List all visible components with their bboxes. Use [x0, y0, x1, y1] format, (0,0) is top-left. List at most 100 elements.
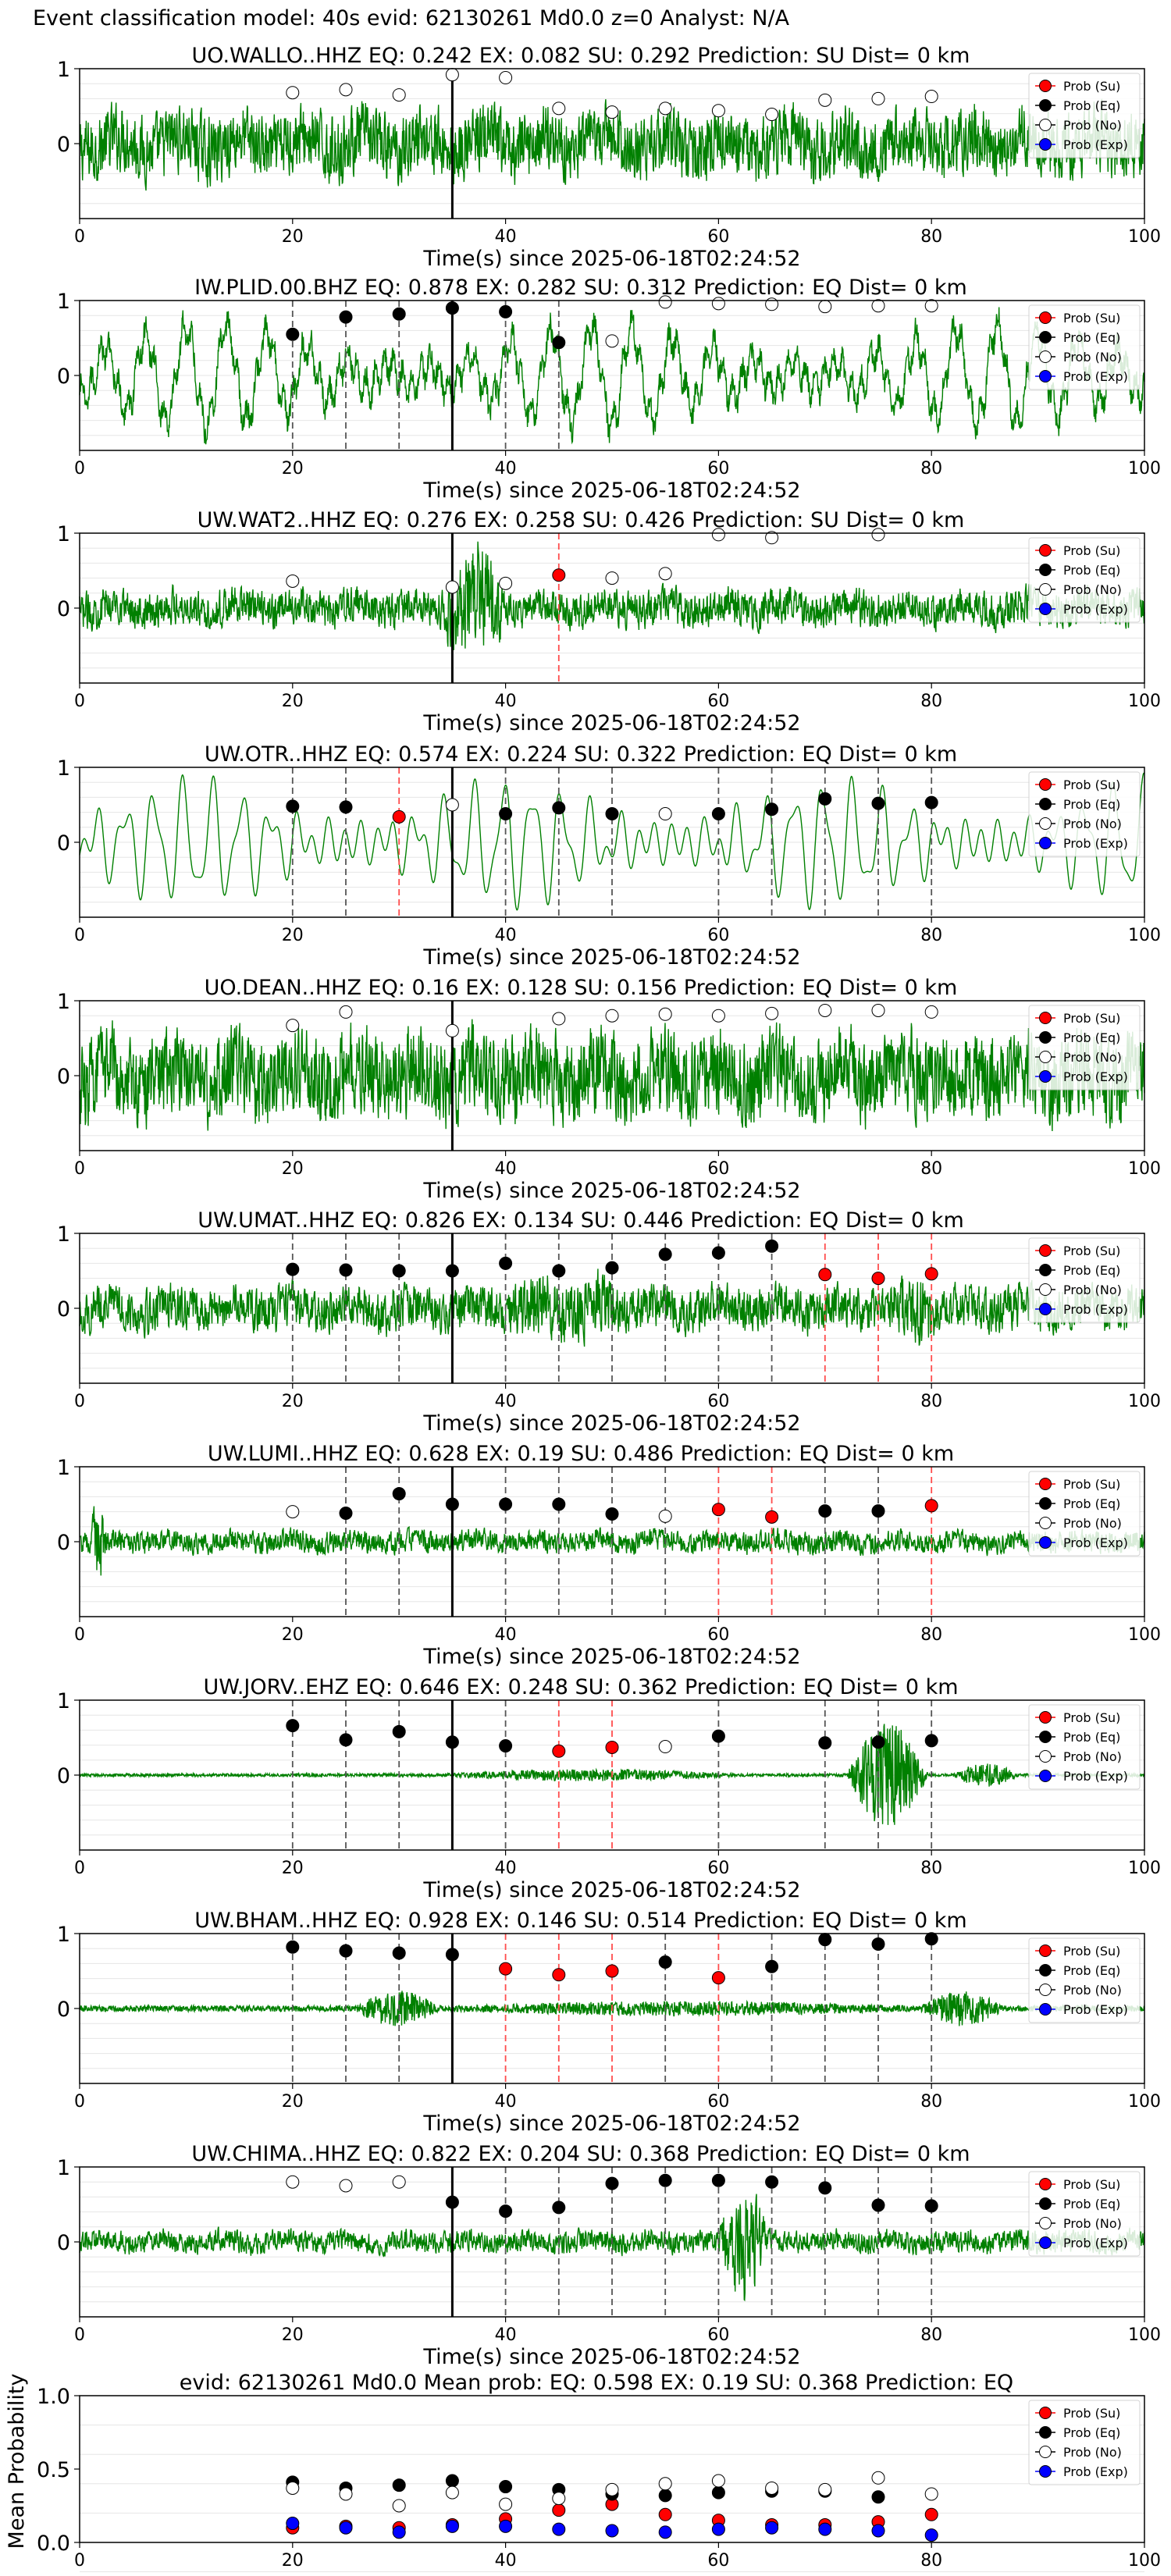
prob-point-no — [711, 297, 725, 311]
legend-label-su: Prob (Su) — [1063, 2177, 1120, 2192]
legend-marker-su — [1039, 1478, 1052, 1490]
x-tick-label: 0 — [74, 1859, 85, 1878]
x-tick-label: 40 — [495, 2325, 517, 2345]
prob-point-eq — [658, 1247, 672, 1261]
prob-point-su — [499, 1962, 513, 1976]
prob-point-no — [445, 580, 459, 594]
panel-title: IW.PLID.00.BHZ EQ: 0.878 EX: 0.282 SU: 0… — [194, 276, 967, 300]
legend-marker-no — [1039, 350, 1052, 363]
legend-label-no: Prob (No) — [1063, 1983, 1122, 1998]
y-tick-label: 1 — [57, 1923, 70, 1947]
prob-point-no — [871, 1003, 885, 1017]
prob-point-su — [711, 1503, 725, 1517]
prob-point-su — [871, 1272, 885, 1286]
legend-marker-su — [1039, 311, 1052, 324]
legend-marker-su — [1039, 2407, 1052, 2419]
x-axis-label: Time(s) since 2025-06-18T02:24:52 — [422, 2112, 800, 2136]
x-tick-label: 20 — [282, 1859, 304, 1878]
mean-prob-point-no — [286, 2481, 300, 2495]
prob-point-no — [339, 83, 353, 97]
station-panel-8: UW.JORV..EHZ EQ: 0.646 EX: 0.248 SU: 0.3… — [57, 1675, 1161, 1902]
prob-point-eq — [286, 799, 300, 813]
prob-point-eq — [339, 800, 353, 814]
x-tick-label: 20 — [282, 1159, 304, 1179]
x-axis-label: Time(s) since 2025-06-18T02:24:52 — [422, 1878, 800, 1902]
panel-title: UW.JORV..EHZ EQ: 0.646 EX: 0.248 SU: 0.3… — [203, 1675, 958, 1699]
prob-point-eq — [605, 2176, 619, 2190]
prob-point-no — [924, 90, 938, 104]
legend-box — [1028, 1005, 1141, 1091]
legend-label-no: Prob (No) — [1063, 1516, 1122, 1531]
x-tick-label: 100 — [1128, 692, 1161, 711]
legend-label-su: Prob (Su) — [1063, 1477, 1120, 1492]
mean-prob-point-no — [552, 2492, 566, 2506]
prob-point-eq — [818, 1933, 832, 1947]
x-tick-label: 0 — [74, 227, 85, 247]
legend-label-exp: Prob (Exp) — [1063, 1769, 1128, 1784]
prob-point-eq — [871, 1937, 885, 1951]
x-axis-label: Time(s) since 2025-06-18T02:24:52 — [422, 945, 800, 970]
x-tick-label: 80 — [920, 459, 942, 479]
x-tick-label: 0 — [74, 926, 85, 945]
y-tick-label: 1 — [57, 2156, 70, 2180]
legend-label-no: Prob (No) — [1063, 1749, 1122, 1764]
legend-label-exp: Prob (Exp) — [1063, 2236, 1128, 2250]
panel-title: UW.OTR..HHZ EQ: 0.574 EX: 0.224 SU: 0.32… — [205, 742, 957, 767]
prob-point-no — [392, 88, 406, 102]
station-panel-5: UO.DEAN..HHZ EQ: 0.16 EX: 0.128 SU: 0.15… — [57, 976, 1161, 1203]
prob-point-no — [658, 1509, 672, 1523]
legend-box — [1028, 73, 1141, 158]
legend-label-exp: Prob (Exp) — [1063, 1069, 1128, 1084]
prob-point-no — [499, 576, 513, 590]
y-tick-label: 0 — [57, 1998, 70, 2022]
prob-point-eq — [286, 1719, 300, 1733]
x-tick-label: 40 — [495, 1859, 517, 1878]
prob-point-no — [711, 104, 725, 118]
legend-marker-su — [1039, 1244, 1052, 1257]
legend-marker-su — [1039, 2178, 1052, 2190]
prob-point-no — [339, 1005, 353, 1019]
mean-prob-point-exp — [445, 2519, 459, 2533]
mean-prob-point-exp — [392, 2525, 406, 2539]
prob-point-no — [658, 807, 672, 821]
legend-label-eq: Prob (Eq) — [1063, 2425, 1120, 2440]
mean-prob-point-no — [339, 2487, 353, 2501]
legend-label-eq: Prob (Eq) — [1063, 1963, 1120, 1978]
prob-point-su — [552, 1744, 566, 1758]
legend-label-su: Prob (Su) — [1063, 2406, 1120, 2421]
prob-point-no — [605, 571, 619, 585]
mean-prob-point-exp — [605, 2524, 619, 2538]
x-tick-label: 100 — [1128, 2092, 1161, 2112]
legend-label-su: Prob (Su) — [1063, 1944, 1120, 1959]
station-panel-3: UW.WAT2..HHZ EQ: 0.276 EX: 0.258 SU: 0.4… — [57, 508, 1161, 735]
x-tick-label: 0 — [74, 1625, 85, 1645]
legend-box — [1028, 304, 1141, 390]
prob-point-su — [711, 1971, 725, 1985]
y-tick-label: 1 — [57, 290, 70, 314]
legend-marker-no — [1039, 2446, 1052, 2458]
prob-point-eq — [711, 1729, 725, 1743]
x-tick-label: 0 — [74, 2325, 85, 2345]
x-tick-label: 20 — [282, 2551, 304, 2571]
x-tick-label: 80 — [920, 227, 942, 247]
seismogram-trace — [79, 1019, 1145, 1132]
station-panel-7: UW.LUMI..HHZ EQ: 0.628 EX: 0.19 SU: 0.48… — [57, 1442, 1161, 1669]
prob-point-no — [605, 334, 619, 348]
y-tick-label: 1 — [57, 756, 70, 781]
x-tick-label: 40 — [495, 1392, 517, 1411]
legend-box — [1028, 1237, 1141, 1323]
prob-point-no — [765, 531, 779, 545]
station-panel-9: UW.BHAM..HHZ EQ: 0.928 EX: 0.146 SU: 0.5… — [57, 1909, 1161, 2136]
legend-box — [1028, 1704, 1141, 1790]
y-tick-label: 1 — [57, 990, 70, 1014]
y-tick-label: 0 — [57, 1065, 70, 1089]
x-tick-label: 60 — [707, 2325, 729, 2345]
prob-point-no — [658, 1007, 672, 1021]
x-tick-label: 100 — [1128, 1159, 1161, 1179]
mean-prob-point-eq — [658, 2489, 672, 2503]
station-panel-1: UO.WALLO..HHZ EQ: 0.242 EX: 0.082 SU: 0.… — [57, 44, 1161, 271]
legend-marker-exp — [1039, 837, 1052, 849]
y-tick-label: 0 — [57, 365, 70, 389]
x-tick-label: 0 — [74, 459, 85, 479]
prob-point-no — [871, 528, 885, 542]
